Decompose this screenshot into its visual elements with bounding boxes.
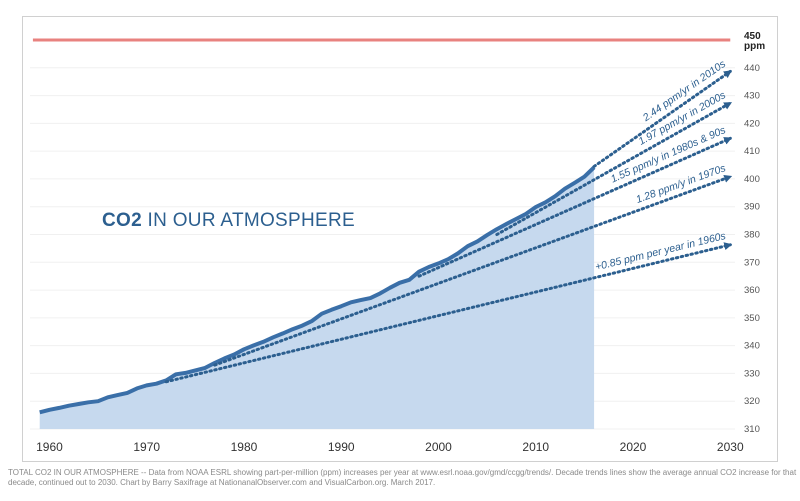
y-tick-370: 370 <box>744 257 760 268</box>
trend-line-3 <box>495 101 733 236</box>
chart-title-rest: IN OUR ATMOSPHERE <box>141 210 355 231</box>
trend-line-0 <box>164 242 733 384</box>
y-tick-390: 390 <box>744 202 760 213</box>
x-tick-2010: 2010 <box>522 440 549 454</box>
y-tick-340: 340 <box>744 341 760 352</box>
co2-area-fill <box>39 167 595 430</box>
trend-line-1 <box>213 175 733 367</box>
threshold-value-label: 450 <box>744 31 761 42</box>
trend-line-4 <box>592 69 732 168</box>
x-tick-2020: 2020 <box>620 440 647 454</box>
y-tick-420: 420 <box>744 118 760 129</box>
y-tick-400: 400 <box>744 174 760 185</box>
x-tick-2030: 2030 <box>717 440 744 454</box>
threshold-unit-label: ppm <box>744 41 765 52</box>
y-tick-380: 380 <box>744 230 760 241</box>
x-tick-1980: 1980 <box>231 440 258 454</box>
trend-line-2 <box>417 136 733 278</box>
co2-series-line <box>39 165 596 415</box>
chart-caption: TOTAL CO2 IN OUR ATMOSPHERE -- Data from… <box>8 468 797 487</box>
y-tick-330: 330 <box>744 368 760 379</box>
chart-title-bold: CO2 <box>102 210 142 231</box>
x-tick-2000: 2000 <box>425 440 452 454</box>
y-gridlines <box>30 67 735 430</box>
y-tick-410: 410 <box>744 146 760 157</box>
y-tick-310: 310 <box>744 424 760 435</box>
x-axis-ticks: 1960 1970 1980 1990 2000 2010 2020 2030 <box>36 440 744 454</box>
y-axis-ticks: 310 320 330 340 350 360 370 380 390 400 410 420 430 4… <box>744 63 760 435</box>
y-tick-350: 350 <box>744 313 760 324</box>
x-tick-1960: 1960 <box>36 440 63 454</box>
y-tick-360: 360 <box>744 285 760 296</box>
y-tick-440: 440 <box>744 63 760 74</box>
y-tick-430: 430 <box>744 91 760 102</box>
x-tick-1990: 1990 <box>328 440 355 454</box>
chart-title: CO2 IN OUR ATMOSPHERE <box>102 210 355 232</box>
x-tick-1970: 1970 <box>133 440 160 454</box>
y-tick-320: 320 <box>744 396 760 407</box>
